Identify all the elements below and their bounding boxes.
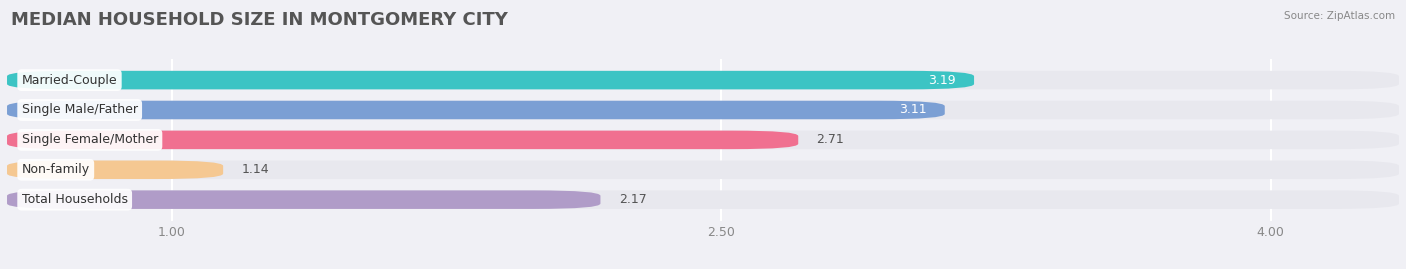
- FancyBboxPatch shape: [7, 161, 224, 179]
- Text: 3.19: 3.19: [928, 74, 956, 87]
- Text: Total Households: Total Households: [21, 193, 128, 206]
- Text: MEDIAN HOUSEHOLD SIZE IN MONTGOMERY CITY: MEDIAN HOUSEHOLD SIZE IN MONTGOMERY CITY: [11, 11, 508, 29]
- FancyBboxPatch shape: [7, 131, 1399, 149]
- FancyBboxPatch shape: [7, 101, 1399, 119]
- Text: Single Female/Mother: Single Female/Mother: [21, 133, 157, 146]
- Text: 2.17: 2.17: [619, 193, 647, 206]
- Text: Source: ZipAtlas.com: Source: ZipAtlas.com: [1284, 11, 1395, 21]
- FancyBboxPatch shape: [7, 71, 974, 89]
- Text: 2.71: 2.71: [817, 133, 844, 146]
- FancyBboxPatch shape: [7, 131, 799, 149]
- Text: 1.14: 1.14: [242, 163, 269, 176]
- FancyBboxPatch shape: [7, 101, 945, 119]
- Text: Non-family: Non-family: [21, 163, 90, 176]
- Text: Single Male/Father: Single Male/Father: [21, 104, 138, 116]
- FancyBboxPatch shape: [7, 190, 1399, 209]
- Text: 3.11: 3.11: [898, 104, 927, 116]
- FancyBboxPatch shape: [7, 71, 1399, 89]
- Text: Married-Couple: Married-Couple: [21, 74, 117, 87]
- FancyBboxPatch shape: [7, 161, 1399, 179]
- FancyBboxPatch shape: [7, 190, 600, 209]
